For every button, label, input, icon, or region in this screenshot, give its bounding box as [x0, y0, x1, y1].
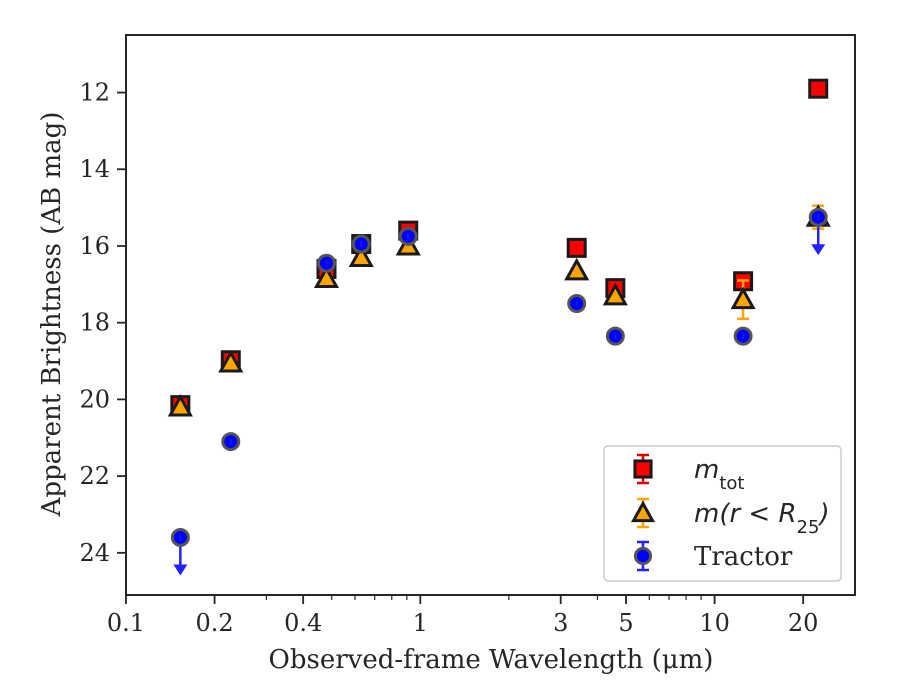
x-tick-label: 20 — [788, 609, 819, 637]
legend-entry-mtot: mtot — [633, 453, 744, 494]
series-mtot — [170, 78, 829, 416]
x-tick-label: 0.2 — [196, 609, 234, 637]
x-tick-label: 0.4 — [284, 609, 322, 637]
series-mr25 — [167, 204, 831, 417]
y-tick-label: 12 — [79, 79, 110, 107]
y-tick-label: 18 — [79, 309, 110, 337]
legend-entry-mr25: m(r < R25) — [630, 497, 830, 538]
axes: 0.1 0.2 0.4 1 3 5 10 20 12 14 16 18 20 22 24 — [79, 34, 856, 637]
series-tractor — [170, 207, 828, 576]
y-tick-label: 14 — [79, 155, 110, 183]
legend-box — [603, 445, 842, 582]
legend-label: m(r < R25) — [694, 499, 830, 538]
upper-limit-arrow-head — [811, 244, 826, 256]
x-tick-label: 1 — [413, 609, 428, 637]
x-tick-label: 5 — [618, 609, 633, 637]
upper-limit-arrow-head — [173, 564, 188, 576]
x-tick-label: 10 — [699, 609, 730, 637]
plot-frame — [125, 34, 856, 596]
y-tick-label: 20 — [79, 385, 110, 413]
y-tick-label: 22 — [79, 462, 110, 490]
legend-label: mtot — [694, 455, 744, 494]
y-tick-label: 24 — [79, 539, 110, 567]
legend-entry-tractor: Tractor — [633, 540, 793, 572]
y-tick-label: 16 — [79, 232, 110, 260]
legend: mtot m(r < R25) Tractor — [603, 445, 842, 582]
x-tick-label: 3 — [553, 609, 568, 637]
legend-marker — [630, 500, 656, 523]
plot-area — [167, 78, 831, 576]
legend-label: Tractor — [694, 542, 793, 572]
x-tick-label: 0.1 — [107, 609, 145, 637]
y-axis-label: Apparent Brightness (AB mag) — [37, 112, 67, 518]
legend-marker — [633, 546, 653, 566]
legend-marker — [633, 459, 653, 479]
x-axis-label: Observed-frame Wavelength (μm) — [269, 645, 714, 675]
